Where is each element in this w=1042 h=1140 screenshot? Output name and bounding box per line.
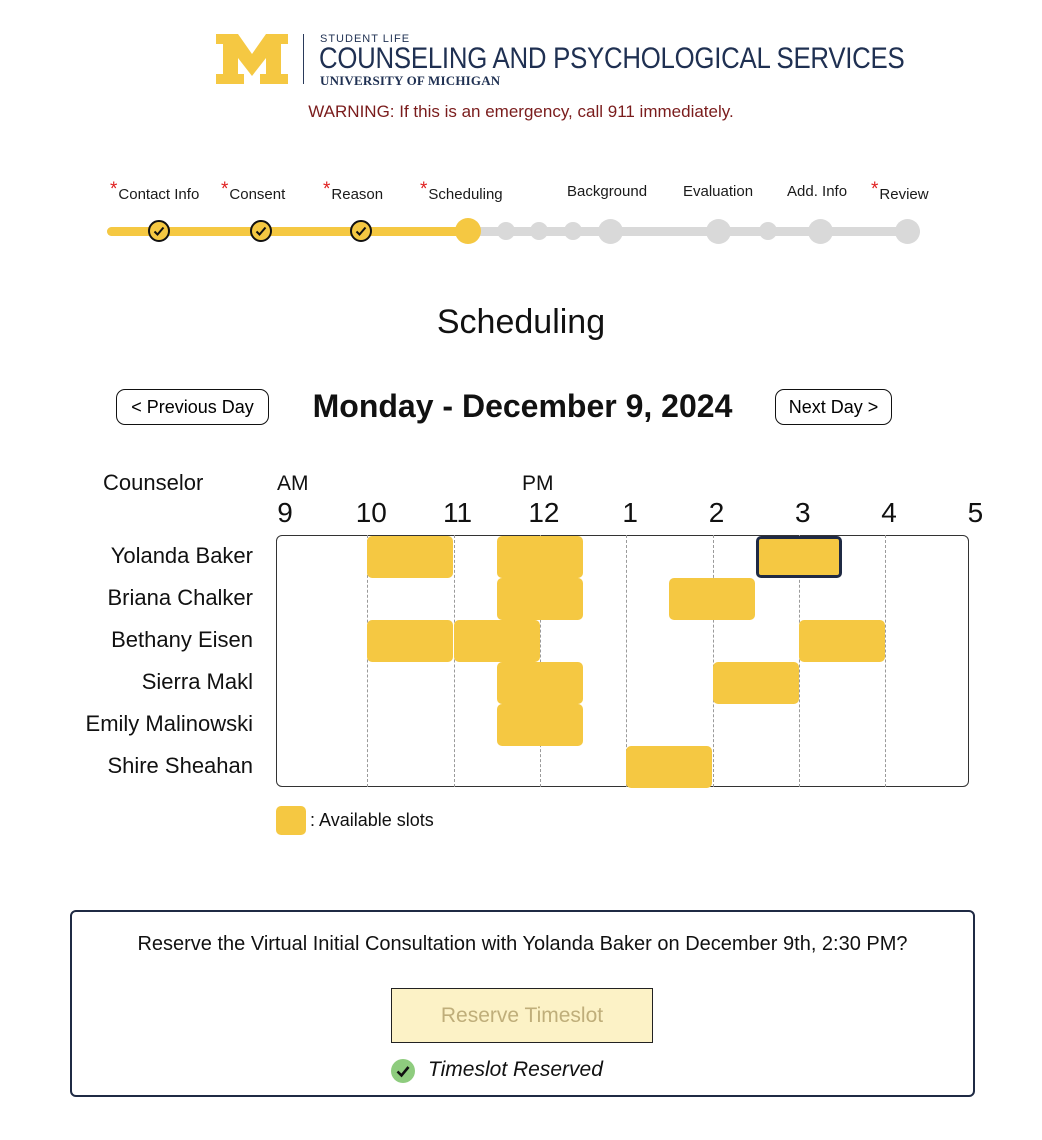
substep-dot xyxy=(564,222,582,240)
emergency-warning: WARNING: If this is an emergency, call 9… xyxy=(308,102,734,121)
step-label-reason[interactable]: *Reason xyxy=(323,179,384,203)
time-slot[interactable] xyxy=(497,578,583,620)
time-slot[interactable] xyxy=(454,620,540,662)
step-dot-contact-info-complete[interactable] xyxy=(148,220,170,242)
hour-label: 5 xyxy=(967,497,984,528)
counselor-name: Shire Sheahan xyxy=(107,753,253,778)
hour-gridline xyxy=(367,535,368,787)
hour-gridline xyxy=(626,535,627,787)
university-logo-m xyxy=(216,34,288,84)
step-dot-evaluation[interactable] xyxy=(706,219,731,244)
step-label-evaluation[interactable]: Evaluation xyxy=(683,183,754,200)
logo-university: UNIVERSITY OF MICHIGAN xyxy=(320,73,501,88)
step-label-consent[interactable]: *Consent xyxy=(221,179,286,203)
step-label-background[interactable]: Background xyxy=(567,183,648,200)
hour-gridline xyxy=(540,535,541,787)
hour-gridline xyxy=(885,535,886,787)
substep-dot xyxy=(530,222,548,240)
previous-day-button[interactable]: < Previous Day xyxy=(116,389,269,425)
reservation-status: Timeslot Reserved xyxy=(428,1058,603,1081)
schedule-grid xyxy=(276,535,969,787)
hour-gridline xyxy=(454,535,455,787)
logo-divider xyxy=(303,34,304,84)
legend-swatch xyxy=(276,806,306,835)
hour-label: 9 xyxy=(277,497,293,528)
step-dot-add-info[interactable] xyxy=(808,219,833,244)
check-icon xyxy=(255,226,267,236)
hour-label: 4 xyxy=(881,497,897,528)
hour-label: 2 xyxy=(708,497,725,528)
step-dot-review[interactable] xyxy=(895,219,920,244)
step-dot-scheduling-current[interactable] xyxy=(455,218,481,244)
reserve-timeslot-button[interactable]: Reserve Timeslot xyxy=(391,988,653,1043)
time-slot[interactable] xyxy=(367,620,453,662)
am-label: AM xyxy=(277,472,309,495)
counselor-name: Briana Chalker xyxy=(107,585,253,610)
check-icon xyxy=(153,226,165,236)
time-slot[interactable] xyxy=(497,536,583,578)
counselor-name: Yolanda Baker xyxy=(110,543,253,568)
step-label-add-info[interactable]: Add. Info xyxy=(787,183,848,200)
time-slot[interactable] xyxy=(626,746,712,788)
substep-dot xyxy=(497,222,515,240)
counselor-column-header: Counselor xyxy=(103,470,204,495)
hour-gridline xyxy=(799,535,800,787)
hour-label: 12 xyxy=(528,497,560,528)
step-label-contact-info[interactable]: *Contact Info xyxy=(110,179,200,203)
substep-dot xyxy=(759,222,777,240)
confirmation-question: Reserve the Virtual Initial Consultation… xyxy=(137,933,908,955)
hour-gridline xyxy=(713,535,714,787)
step-dot-background[interactable] xyxy=(598,219,623,244)
hour-label: 11 xyxy=(443,497,473,528)
check-icon xyxy=(355,226,367,236)
step-dot-consent-complete[interactable] xyxy=(250,220,272,242)
counselor-name: Emily Malinowski xyxy=(85,711,253,736)
logo-title: COUNSELING AND PSYCHOLOGICAL SERVICES xyxy=(319,42,905,75)
next-day-button[interactable]: Next Day > xyxy=(775,389,892,425)
time-slot[interactable] xyxy=(497,662,583,704)
progress-fill xyxy=(107,227,469,236)
success-check-icon xyxy=(391,1059,415,1083)
pm-label: PM xyxy=(522,472,554,495)
hour-label: 1 xyxy=(622,497,638,528)
step-label-review[interactable]: *Review xyxy=(871,179,929,203)
step-dot-reason-complete[interactable] xyxy=(350,220,372,242)
time-slot[interactable] xyxy=(367,536,453,578)
time-slot-selected[interactable] xyxy=(756,536,842,578)
confirmation-panel xyxy=(70,910,975,1097)
counselor-name: Bethany Eisen xyxy=(111,627,253,652)
page-title: Scheduling xyxy=(436,303,606,341)
date-heading: Monday - December 9, 2024 xyxy=(312,388,733,424)
logo-student-life: STUDENT LIFE xyxy=(320,33,411,45)
time-slot[interactable] xyxy=(799,620,885,662)
hour-label: 3 xyxy=(795,497,811,528)
step-label-scheduling[interactable]: *Scheduling xyxy=(420,179,503,203)
time-slot[interactable] xyxy=(497,704,583,746)
hour-label: 10 xyxy=(355,497,387,528)
counselor-name: Sierra Makl xyxy=(141,669,253,694)
legend-label: : Available slots xyxy=(310,810,434,830)
time-slot[interactable] xyxy=(713,662,799,704)
time-slot[interactable] xyxy=(669,578,755,620)
